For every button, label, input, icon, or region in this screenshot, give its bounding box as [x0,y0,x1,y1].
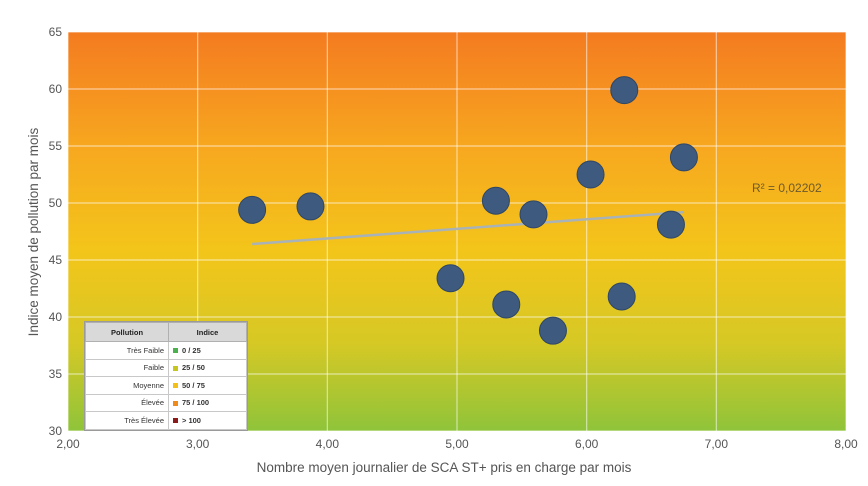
y-tick-labels: 30 35 40 45 50 55 60 65 [49,25,63,438]
x-tick-label: 6,00 [575,437,599,451]
data-point [481,186,510,215]
legend-swatch [173,383,178,389]
r-squared-annotation: R² = 0,02202 [752,181,822,195]
legend-value: 50 / 75 [182,380,205,390]
legend-label: Très Faible [85,341,169,360]
legend-row: Faible 25 / 50 [85,358,247,377]
y-tick-label: 60 [49,82,63,96]
legend-header-indice: Indice [168,322,247,342]
data-point [238,195,267,224]
data-point [656,210,685,239]
x-tick-label: 3,00 [186,437,210,451]
x-axis-title: Nombre moyen journalier de SCA ST+ pris … [257,460,632,475]
data-point [296,192,325,221]
legend-label: Moyenne [85,376,169,395]
legend-swatch [173,348,178,354]
x-tick-label: 5,00 [445,437,469,451]
trendline [252,210,685,246]
pollution-legend: Pollution Indice Très Faible 0 / 25 Faib… [84,321,248,431]
y-tick-label: 50 [49,196,63,210]
legend-label: Faible [85,358,169,377]
data-point [610,76,639,105]
y-tick-label: 30 [49,424,63,438]
legend-row: Moyenne 50 / 75 [85,376,247,395]
data-points [238,76,698,345]
legend-header-pollution: Pollution [85,322,169,342]
y-tick-label: 40 [49,310,63,324]
data-point [538,316,567,345]
legend-swatch [173,365,178,371]
data-point [436,264,465,293]
data-point [576,160,605,189]
y-tick-label: 55 [49,139,63,153]
legend-label: Élevée [85,393,169,412]
x-tick-label: 7,00 [705,437,729,451]
data-point [669,143,698,172]
legend-label: Très Élevée [85,411,169,430]
legend-value: 25 / 50 [182,363,205,373]
legend-row: Très Élevée > 100 [85,411,247,430]
x-tick-label: 8,00 [834,437,858,451]
legend-value: 75 / 100 [182,398,210,408]
legend-value: 0 / 25 [182,345,201,355]
legend-swatch [173,418,178,424]
x-tick-label: 4,00 [316,437,340,451]
legend-value: > 100 [182,415,201,425]
data-point [607,282,636,311]
x-tick-labels: 2,00 3,00 4,00 5,00 6,00 7,00 8,00 [56,437,858,451]
y-tick-label: 45 [49,253,63,267]
y-axis-title: Indice moyen de pollution par mois [26,127,41,336]
legend-swatch [173,400,178,406]
data-point [492,290,521,319]
y-tick-label: 35 [49,367,63,381]
x-tick-label: 2,00 [56,437,80,451]
legend-row: Élevée 75 / 100 [85,393,247,412]
y-tick-label: 65 [49,25,63,39]
legend-row: Très Faible 0 / 25 [85,341,247,360]
data-point [519,200,548,229]
